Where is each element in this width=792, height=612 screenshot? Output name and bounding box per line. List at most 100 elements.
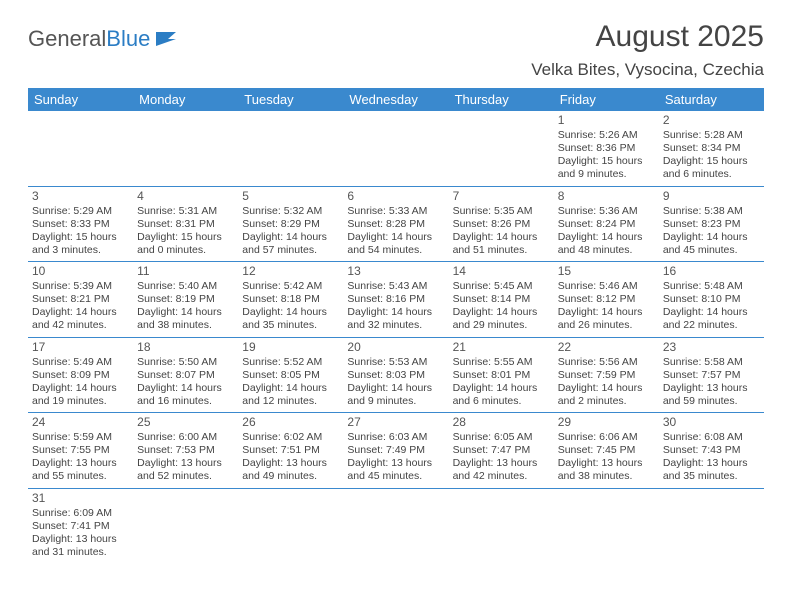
day-number: 11 — [137, 264, 234, 279]
sunrise-line: Sunrise: 5:36 AM — [558, 205, 655, 218]
day-info: Sunrise: 5:28 AMSunset: 8:34 PMDaylight:… — [663, 129, 760, 182]
day-number: 16 — [663, 264, 760, 279]
day-number: 6 — [347, 189, 444, 204]
daylight-line: Daylight: 15 hours and 3 minutes. — [32, 231, 129, 257]
sunrise-line: Sunrise: 5:53 AM — [347, 356, 444, 369]
calendar-cell: 28Sunrise: 6:05 AMSunset: 7:47 PMDayligh… — [449, 413, 554, 489]
sunset-line: Sunset: 8:21 PM — [32, 293, 129, 306]
location: Velka Bites, Vysocina, Czechia — [531, 60, 764, 80]
title-block: August 2025 Velka Bites, Vysocina, Czech… — [531, 20, 764, 80]
calendar-cell: 14Sunrise: 5:45 AMSunset: 8:14 PMDayligh… — [449, 262, 554, 338]
calendar-cell — [449, 489, 554, 564]
day-number: 17 — [32, 340, 129, 355]
sunset-line: Sunset: 7:59 PM — [558, 369, 655, 382]
day-number: 12 — [242, 264, 339, 279]
sunrise-line: Sunrise: 5:46 AM — [558, 280, 655, 293]
sunset-line: Sunset: 8:07 PM — [137, 369, 234, 382]
day-info: Sunrise: 6:08 AMSunset: 7:43 PMDaylight:… — [663, 431, 760, 484]
calendar-cell: 8Sunrise: 5:36 AMSunset: 8:24 PMDaylight… — [554, 187, 659, 263]
daylight-line: Daylight: 14 hours and 48 minutes. — [558, 231, 655, 257]
sunrise-line: Sunrise: 5:45 AM — [453, 280, 550, 293]
sunrise-line: Sunrise: 5:35 AM — [453, 205, 550, 218]
logo-text-1: General — [28, 26, 106, 52]
day-info: Sunrise: 5:39 AMSunset: 8:21 PMDaylight:… — [32, 280, 129, 333]
day-info: Sunrise: 5:32 AMSunset: 8:29 PMDaylight:… — [242, 205, 339, 258]
weekday-label: Saturday — [659, 88, 764, 111]
sunrise-line: Sunrise: 5:40 AM — [137, 280, 234, 293]
month-title: August 2025 — [531, 20, 764, 54]
calendar-cell: 16Sunrise: 5:48 AMSunset: 8:10 PMDayligh… — [659, 262, 764, 338]
daylight-line: Daylight: 14 hours and 26 minutes. — [558, 306, 655, 332]
logo-text-2: Blue — [106, 26, 150, 52]
calendar-cell — [449, 111, 554, 187]
weekday-label: Monday — [133, 88, 238, 111]
sunset-line: Sunset: 7:49 PM — [347, 444, 444, 457]
day-info: Sunrise: 5:53 AMSunset: 8:03 PMDaylight:… — [347, 356, 444, 409]
calendar-cell: 19Sunrise: 5:52 AMSunset: 8:05 PMDayligh… — [238, 338, 343, 414]
sunset-line: Sunset: 8:16 PM — [347, 293, 444, 306]
day-number: 15 — [558, 264, 655, 279]
weekday-label: Thursday — [449, 88, 554, 111]
calendar-cell — [133, 111, 238, 187]
day-number: 8 — [558, 189, 655, 204]
sunset-line: Sunset: 7:55 PM — [32, 444, 129, 457]
day-info: Sunrise: 5:45 AMSunset: 8:14 PMDaylight:… — [453, 280, 550, 333]
sunset-line: Sunset: 8:03 PM — [347, 369, 444, 382]
day-number: 26 — [242, 415, 339, 430]
sunrise-line: Sunrise: 5:48 AM — [663, 280, 760, 293]
daylight-line: Daylight: 14 hours and 38 minutes. — [137, 306, 234, 332]
day-info: Sunrise: 5:46 AMSunset: 8:12 PMDaylight:… — [558, 280, 655, 333]
daylight-line: Daylight: 14 hours and 2 minutes. — [558, 382, 655, 408]
sunrise-line: Sunrise: 6:02 AM — [242, 431, 339, 444]
day-info: Sunrise: 6:06 AMSunset: 7:45 PMDaylight:… — [558, 431, 655, 484]
daylight-line: Daylight: 15 hours and 9 minutes. — [558, 155, 655, 181]
calendar-cell: 10Sunrise: 5:39 AMSunset: 8:21 PMDayligh… — [28, 262, 133, 338]
daylight-line: Daylight: 15 hours and 0 minutes. — [137, 231, 234, 257]
daylight-line: Daylight: 14 hours and 16 minutes. — [137, 382, 234, 408]
day-number: 23 — [663, 340, 760, 355]
sunrise-line: Sunrise: 5:52 AM — [242, 356, 339, 369]
day-info: Sunrise: 5:52 AMSunset: 8:05 PMDaylight:… — [242, 356, 339, 409]
calendar-cell: 11Sunrise: 5:40 AMSunset: 8:19 PMDayligh… — [133, 262, 238, 338]
day-number: 29 — [558, 415, 655, 430]
calendar: SundayMondayTuesdayWednesdayThursdayFrid… — [0, 88, 792, 563]
calendar-cell: 27Sunrise: 6:03 AMSunset: 7:49 PMDayligh… — [343, 413, 448, 489]
daylight-line: Daylight: 13 hours and 59 minutes. — [663, 382, 760, 408]
calendar-cell: 25Sunrise: 6:00 AMSunset: 7:53 PMDayligh… — [133, 413, 238, 489]
day-number: 13 — [347, 264, 444, 279]
day-info: Sunrise: 5:55 AMSunset: 8:01 PMDaylight:… — [453, 356, 550, 409]
calendar-cell — [28, 111, 133, 187]
calendar-cell: 15Sunrise: 5:46 AMSunset: 8:12 PMDayligh… — [554, 262, 659, 338]
day-info: Sunrise: 5:50 AMSunset: 8:07 PMDaylight:… — [137, 356, 234, 409]
daylight-line: Daylight: 14 hours and 12 minutes. — [242, 382, 339, 408]
sunset-line: Sunset: 8:31 PM — [137, 218, 234, 231]
sunrise-line: Sunrise: 5:43 AM — [347, 280, 444, 293]
logo: GeneralBlue — [28, 26, 180, 52]
sunset-line: Sunset: 8:19 PM — [137, 293, 234, 306]
daylight-line: Daylight: 14 hours and 6 minutes. — [453, 382, 550, 408]
day-number: 20 — [347, 340, 444, 355]
calendar-cell: 31Sunrise: 6:09 AMSunset: 7:41 PMDayligh… — [28, 489, 133, 564]
sunset-line: Sunset: 7:53 PM — [137, 444, 234, 457]
calendar-cell: 5Sunrise: 5:32 AMSunset: 8:29 PMDaylight… — [238, 187, 343, 263]
sunset-line: Sunset: 8:18 PM — [242, 293, 339, 306]
sunset-line: Sunset: 8:09 PM — [32, 369, 129, 382]
calendar-cell — [238, 111, 343, 187]
day-info: Sunrise: 5:42 AMSunset: 8:18 PMDaylight:… — [242, 280, 339, 333]
sunrise-line: Sunrise: 5:32 AM — [242, 205, 339, 218]
sunrise-line: Sunrise: 6:03 AM — [347, 431, 444, 444]
sunrise-line: Sunrise: 5:29 AM — [32, 205, 129, 218]
day-info: Sunrise: 5:29 AMSunset: 8:33 PMDaylight:… — [32, 205, 129, 258]
sunset-line: Sunset: 8:23 PM — [663, 218, 760, 231]
sunrise-line: Sunrise: 5:59 AM — [32, 431, 129, 444]
day-number: 9 — [663, 189, 760, 204]
day-number: 1 — [558, 113, 655, 128]
sunset-line: Sunset: 8:01 PM — [453, 369, 550, 382]
calendar-cell: 20Sunrise: 5:53 AMSunset: 8:03 PMDayligh… — [343, 338, 448, 414]
daylight-line: Daylight: 14 hours and 19 minutes. — [32, 382, 129, 408]
calendar-cell: 21Sunrise: 5:55 AMSunset: 8:01 PMDayligh… — [449, 338, 554, 414]
day-number: 4 — [137, 189, 234, 204]
daylight-line: Daylight: 14 hours and 9 minutes. — [347, 382, 444, 408]
day-number: 5 — [242, 189, 339, 204]
sunset-line: Sunset: 8:05 PM — [242, 369, 339, 382]
